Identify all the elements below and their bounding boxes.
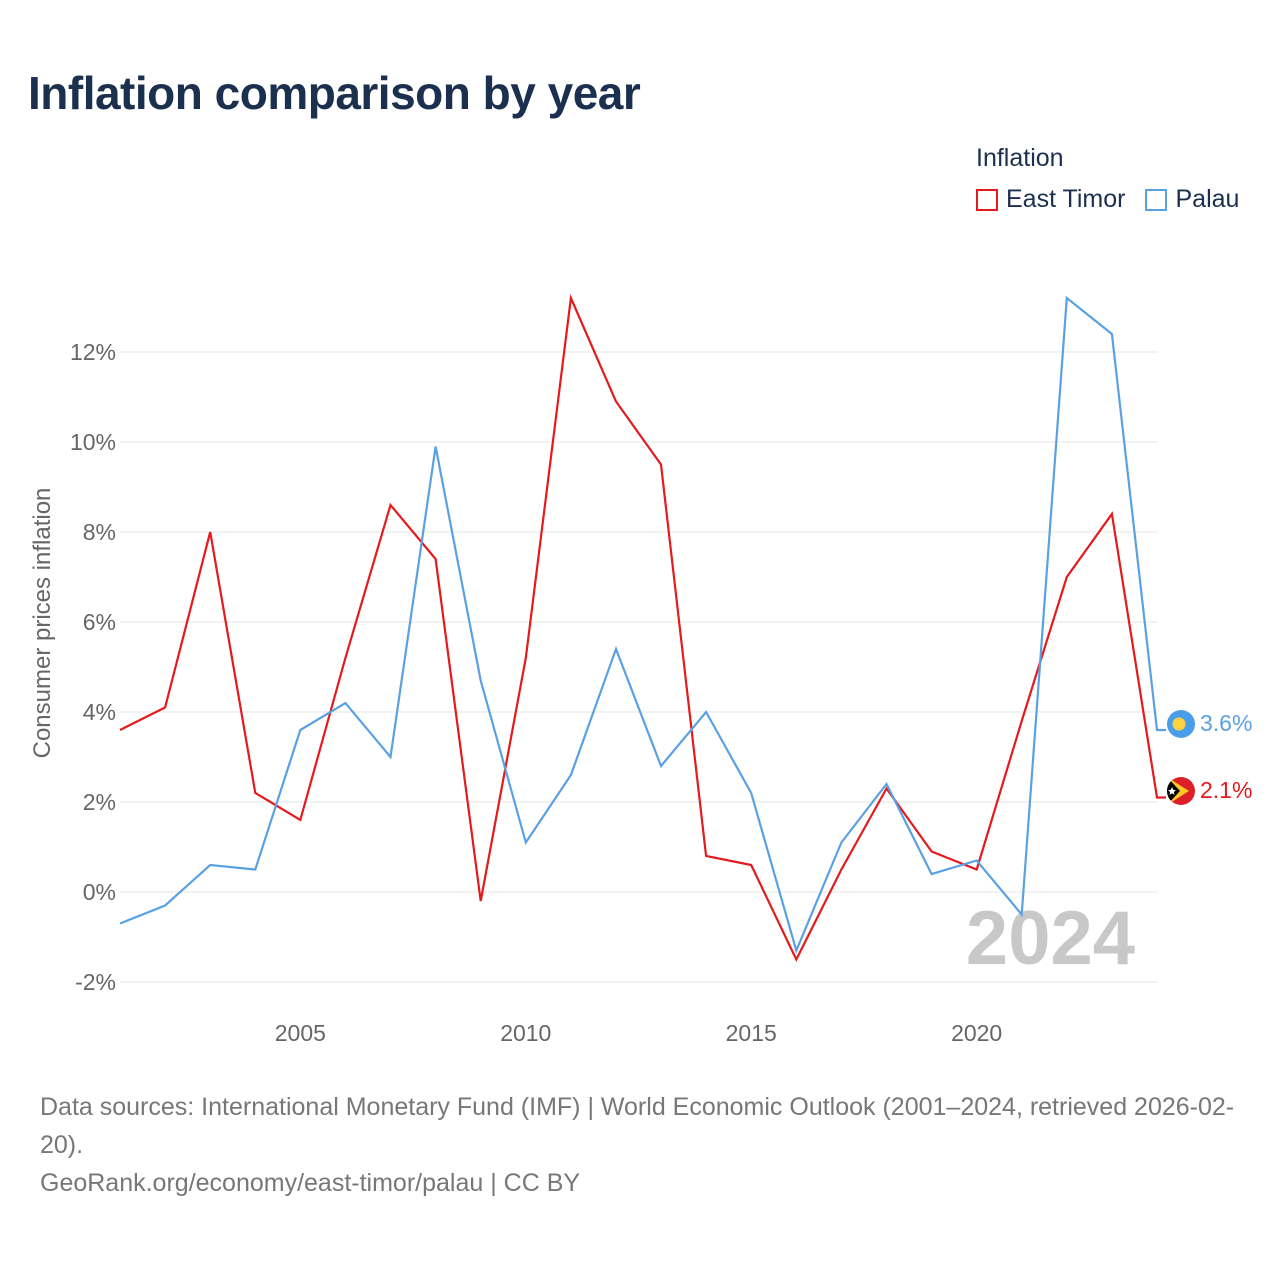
legend-swatch-east-timor: [976, 188, 998, 211]
x-tick-label: 2010: [500, 1020, 551, 1046]
legend-title: Inflation: [976, 144, 1064, 172]
end-label-palau: 3.6%: [1200, 710, 1252, 736]
x-tick-label: 2005: [275, 1020, 326, 1046]
palau-flag-icon: [1167, 710, 1195, 738]
y-tick-label: 0%: [83, 879, 116, 905]
y-axis-ticks: -2% 0% 2% 4% 6% 8% 10% 12%: [70, 339, 116, 995]
legend-swatch-palau: [1145, 188, 1168, 211]
legend-item-palau[interactable]: Palau: [1145, 185, 1239, 214]
y-tick-label: 6%: [83, 609, 116, 635]
series-line-palau: [119, 295, 1166, 954]
x-tick-label: 2020: [951, 1020, 1002, 1046]
y-tick-label: 12%: [70, 339, 116, 365]
chart-title: Inflation comparison by year: [28, 67, 641, 119]
credit-link[interactable]: GeoRank.org/economy/east-timor/palau | C…: [40, 1169, 581, 1197]
x-tick-label: 2015: [726, 1020, 777, 1046]
east-timor-flag-icon: [1167, 777, 1195, 805]
footer: Data sources: International Monetary Fun…: [40, 1088, 1250, 1202]
legend: Inflation East Timor Palau: [976, 144, 1239, 214]
y-tick-label: 10%: [70, 429, 116, 455]
end-label-east-timor: 2.1%: [1200, 777, 1252, 803]
legend-item-east-timor[interactable]: East Timor: [976, 185, 1125, 214]
legend-label-east-timor: East Timor: [1006, 185, 1126, 213]
y-tick-label: 2%: [83, 789, 116, 815]
data-sources-text: Data sources: International Monetary Fun…: [40, 1093, 1235, 1159]
series-lines: [119, 293, 1166, 963]
y-tick-label: -2%: [75, 969, 116, 995]
year-watermark: 2024: [966, 896, 1135, 981]
y-axis-label: Consumer prices inflation: [29, 488, 56, 759]
line-chart: -2% 0% 2% 4% 6% 8% 10% 12% 2005 2010 2015 2020 Con…: [29, 293, 1252, 1046]
y-tick-label: 8%: [83, 519, 116, 545]
series-line-east-timor: [119, 293, 1166, 963]
x-axis-ticks: 2005 2010 2015 2020: [275, 1020, 1002, 1046]
legend-label-palau: Palau: [1175, 185, 1240, 213]
y-tick-label: 4%: [83, 699, 116, 725]
grid-lines: [120, 351, 1157, 983]
